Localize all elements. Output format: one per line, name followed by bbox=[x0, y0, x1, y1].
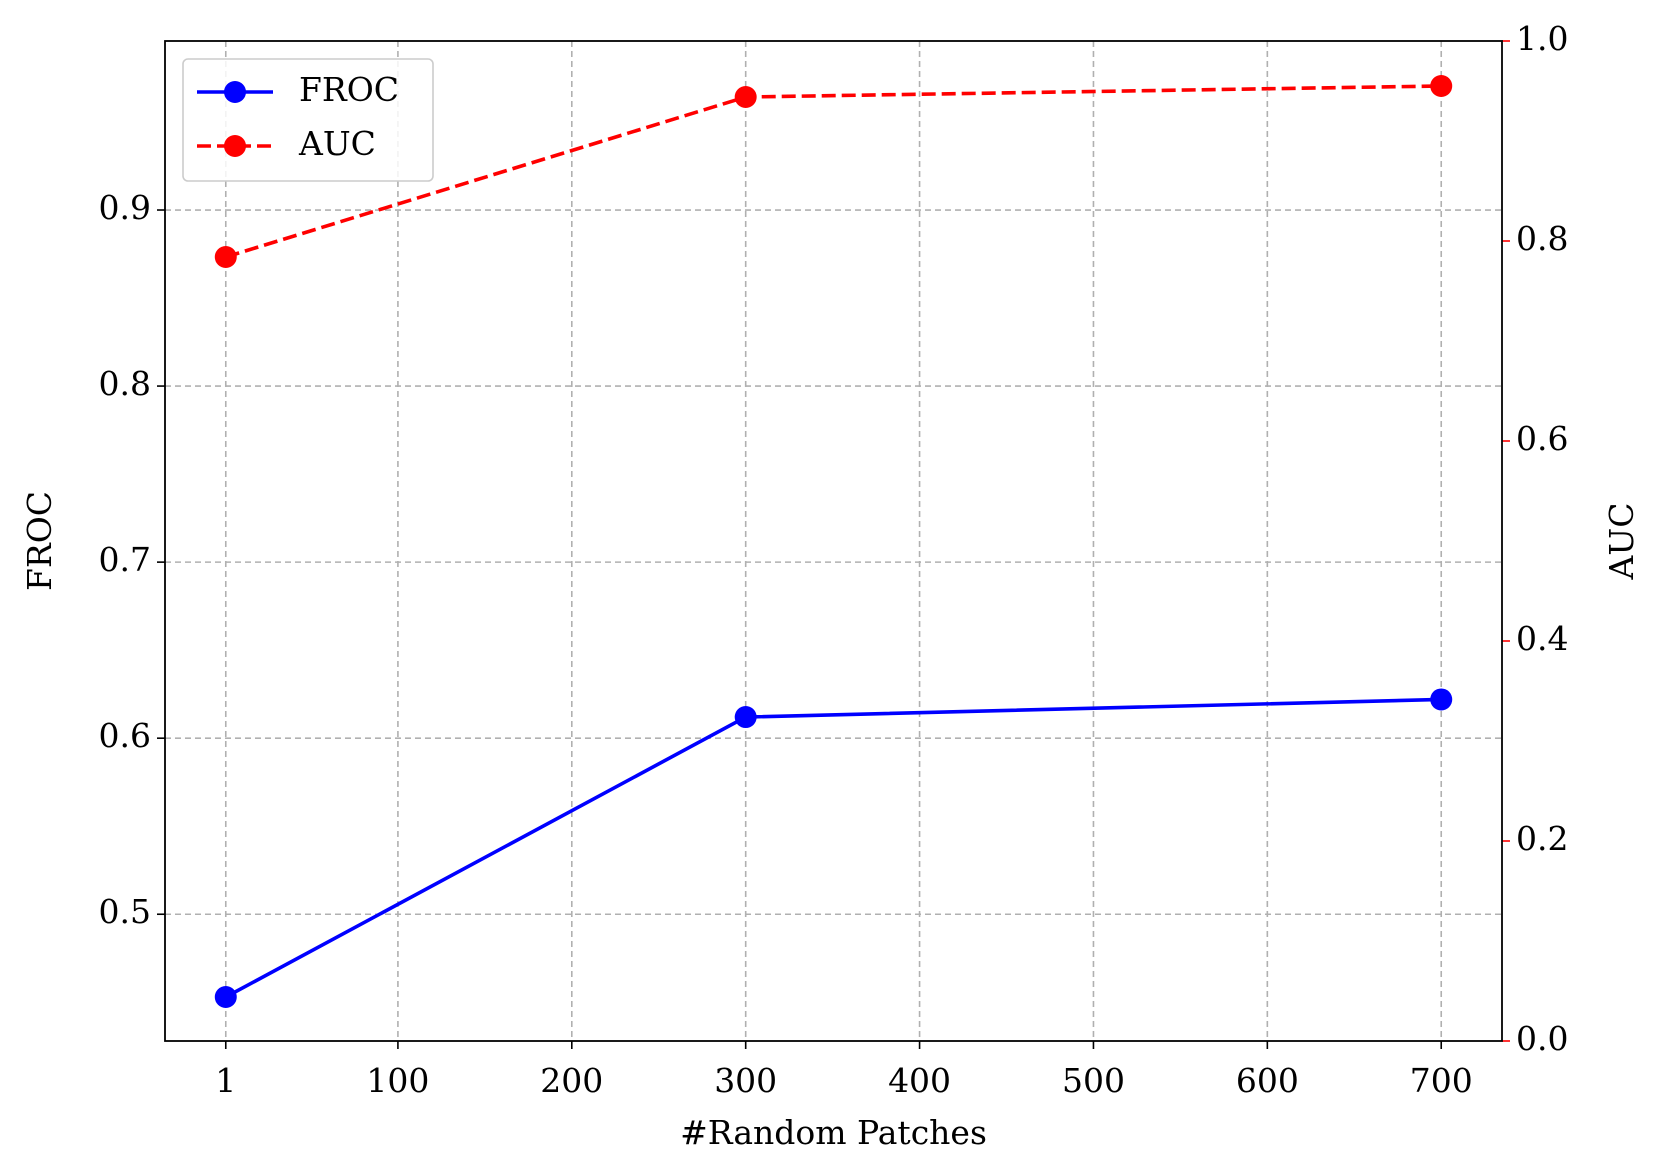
legend-marker bbox=[224, 135, 246, 157]
data-point bbox=[214, 246, 237, 268]
x-tick-label: 100 bbox=[366, 1061, 429, 1100]
y-axis-label: FROC bbox=[20, 491, 59, 591]
data-point bbox=[214, 985, 237, 1008]
y2-axis-label: AUC bbox=[1602, 503, 1641, 581]
data-point bbox=[1430, 75, 1453, 97]
x-tick-label: 400 bbox=[888, 1061, 951, 1100]
x-tick-label: 700 bbox=[1410, 1061, 1473, 1100]
legend-label: AUC bbox=[298, 124, 376, 163]
y-tick-label: 0.9 bbox=[99, 188, 151, 227]
series-line bbox=[224, 697, 1442, 999]
y2-tick-label: 0.8 bbox=[1516, 219, 1568, 258]
x-tick-label: 1 bbox=[215, 1061, 236, 1100]
x-axis-label: #Random Patches bbox=[680, 1113, 987, 1152]
y-tick-label: 0.6 bbox=[99, 716, 151, 755]
data-point bbox=[734, 706, 757, 729]
y2-tick-label: 0.4 bbox=[1516, 619, 1568, 658]
y2-tick-label: 0.6 bbox=[1516, 419, 1568, 458]
y-tick-label: 0.8 bbox=[99, 364, 151, 403]
legend-marker bbox=[224, 81, 246, 103]
y2-tick-label: 0.0 bbox=[1516, 1019, 1568, 1058]
legend-label: FROC bbox=[299, 70, 399, 109]
x-tick-label: 500 bbox=[1062, 1061, 1125, 1100]
plot-frame bbox=[164, 40, 1503, 1042]
x-tick-label: 200 bbox=[540, 1061, 603, 1100]
y-tick-label: 0.5 bbox=[99, 892, 151, 931]
y2-tick-label: 0.2 bbox=[1516, 819, 1568, 858]
x-tick-label: 300 bbox=[714, 1061, 777, 1100]
y2-tick-label: 1.0 bbox=[1516, 19, 1568, 58]
data-point bbox=[734, 86, 757, 108]
x-tick-label: 600 bbox=[1236, 1061, 1299, 1100]
y-tick-label: 0.7 bbox=[99, 540, 151, 579]
data-point bbox=[1430, 688, 1453, 711]
